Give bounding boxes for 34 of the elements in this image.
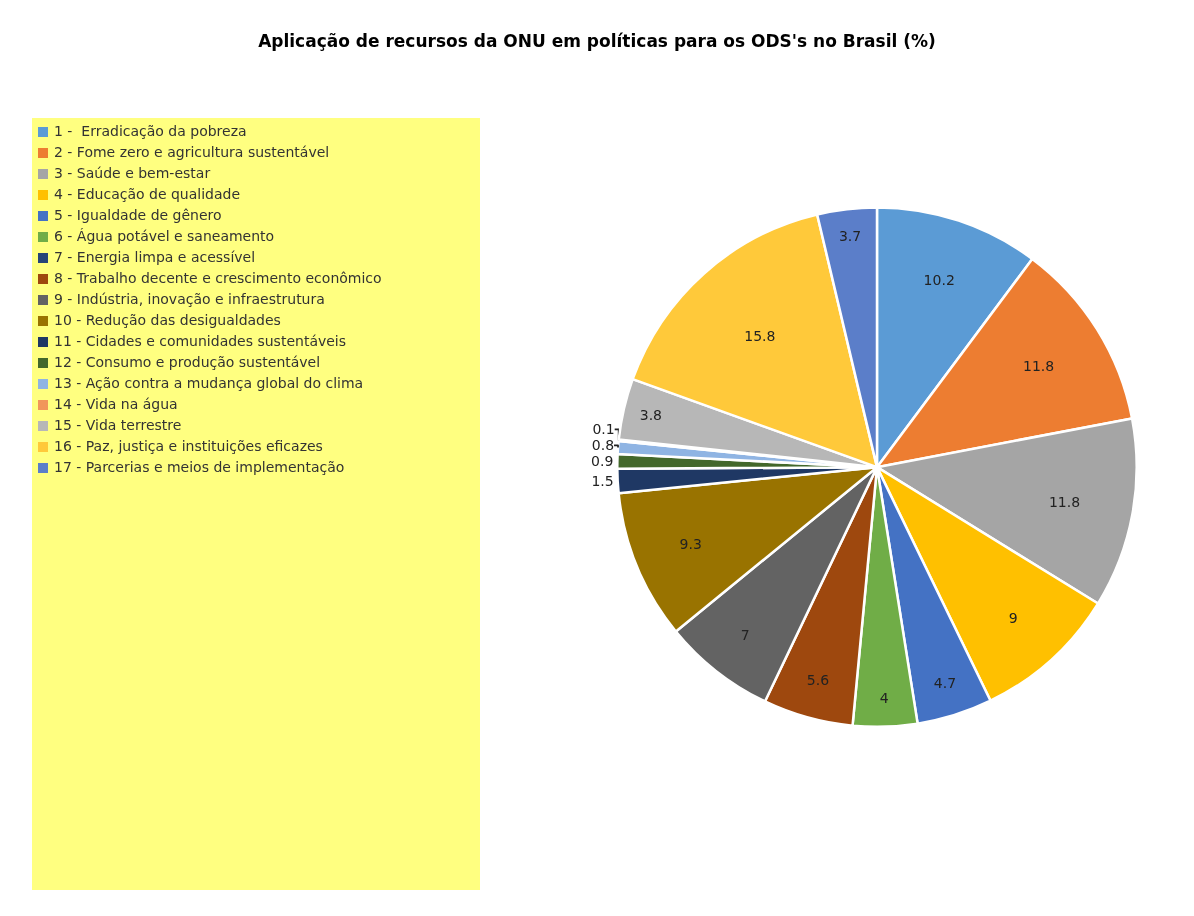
data-label: 5.6 xyxy=(806,672,830,689)
legend-label: 6 - Água potável e saneamento xyxy=(54,227,275,246)
data-label: 3.7 xyxy=(838,228,862,245)
legend-label: 11 - Cidades e comunidades sustentáveis xyxy=(54,332,347,351)
data-label: 9 xyxy=(1008,609,1018,626)
legend-label: 16 - Paz, justiça e instituições eficazes xyxy=(54,437,323,456)
legend-label: 9 - Indústria, inovação e infraestrutura xyxy=(54,290,325,309)
legend-label: 13 - Ação contra a mudança global do clima xyxy=(54,374,364,393)
legend-label: 12 - Consumo e produção sustentável xyxy=(54,353,321,372)
legend-label: 14 - Vida na água xyxy=(54,395,178,414)
data-label: 10.2 xyxy=(923,271,955,288)
data-label: 11.8 xyxy=(1048,493,1081,510)
legend-label: 17 - Parcerias e meios de implementação xyxy=(54,458,345,477)
data-label: 0.8 xyxy=(591,437,615,454)
data-label: 9.3 xyxy=(679,536,702,553)
data-label: 15.8 xyxy=(744,327,776,344)
data-label: 1.5 xyxy=(591,473,614,490)
legend-label: 3 - Saúde e bem-estar xyxy=(54,164,211,183)
legend-label: 2 - Fome zero e agricultura sustentável xyxy=(54,143,330,162)
legend-label: 5 - Igualdade de gênero xyxy=(54,206,222,225)
chart-title: Aplicação de recursos da ONU em políticas para os ODS's no Brasil (%) xyxy=(258,31,936,52)
data-label: 0.9 xyxy=(591,453,614,470)
legend-label: 8 - Trabalho decente e crescimento econômico xyxy=(54,269,382,288)
legend-label: 1 - Erradicação da pobreza xyxy=(54,122,247,141)
data-label: 7 xyxy=(740,626,750,643)
legend-label: 4 - Educação de qualidade xyxy=(54,185,241,204)
legend-label: 15 - Vida terrestre xyxy=(54,416,182,435)
legend-label: 7 - Energia limpa e acessível xyxy=(54,248,256,267)
data-label: 3.8 xyxy=(639,407,662,424)
data-label: 4 xyxy=(879,689,889,706)
legend-label: 10 - Redução das desigualdades xyxy=(54,311,281,330)
data-label: 0.1 xyxy=(592,421,615,438)
data-label: 11.8 xyxy=(1023,358,1055,375)
data-label: 4.7 xyxy=(933,675,957,692)
